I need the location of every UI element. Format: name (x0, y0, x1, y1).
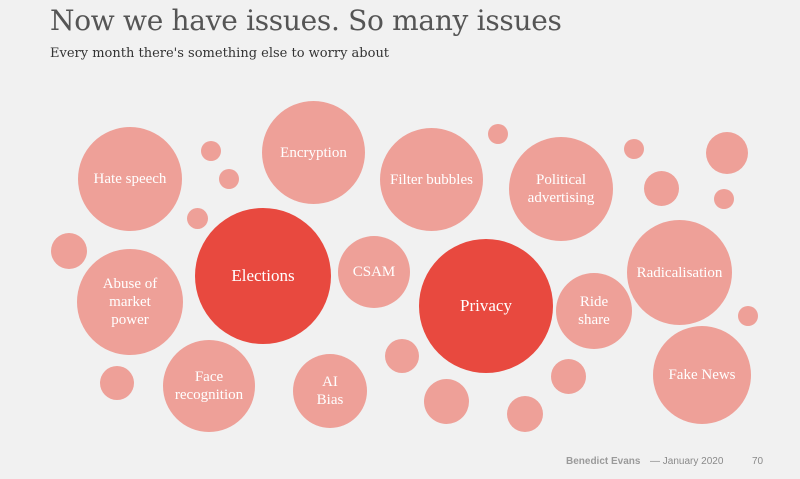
small-bubble (385, 339, 419, 373)
small-bubble (488, 124, 508, 144)
bubble-radicalisation: Radicalisation (627, 220, 732, 325)
bubble-label: Filter bubbles (390, 171, 473, 188)
bubble-label: Fake News (668, 367, 736, 383)
small-bubble (51, 233, 87, 269)
bubble-label: Hate speech (93, 171, 167, 187)
bubble-label: Abuse of market power (102, 276, 158, 328)
page-subtitle: Every month there's something else to wo… (50, 46, 390, 61)
small-bubble (100, 366, 134, 400)
small-bubble (424, 379, 469, 424)
small-bubble (624, 139, 644, 159)
small-bubble (706, 132, 748, 174)
bubble-ai-bias: AI Bias (293, 354, 367, 428)
footer-date: — January 2020 (650, 456, 724, 467)
bubble-encryption: Encryption (262, 101, 365, 204)
bubble-label: Political advertising (527, 172, 595, 206)
bubble-csam: CSAM (338, 236, 410, 308)
bubble-label: Radicalisation (636, 264, 723, 281)
bubble-ride-share: Ride share (556, 273, 632, 349)
page-title: Now we have issues. So many issues (50, 4, 562, 37)
small-bubble (187, 208, 208, 229)
bubble-filter-bubbles: Filter bubbles (380, 128, 483, 231)
small-bubble (201, 141, 221, 161)
small-bubble (714, 189, 734, 209)
bubble-label: CSAM (352, 264, 396, 280)
bubble-abuse-of-market-power: Abuse of market power (77, 249, 183, 355)
bubble-privacy: Privacy (419, 239, 553, 373)
bubble-face-recognition: Face recognition (163, 340, 255, 432)
bubble-hate-speech: Hate speech (78, 127, 182, 231)
bubble-label: Elections (231, 265, 295, 285)
small-bubble (551, 359, 586, 394)
bubble-label: Ride share (578, 294, 610, 328)
small-bubble (507, 396, 543, 432)
bubble-political-advertising: Political advertising (509, 137, 613, 241)
bubble-label: Face recognition (174, 369, 244, 403)
bubble-fake-news: Fake News (653, 326, 751, 424)
author-name: Benedict Evans (566, 456, 641, 467)
page-number: 70 (752, 456, 764, 467)
bubble-label: Privacy (460, 295, 512, 315)
bubble-label: AI Bias (316, 374, 344, 408)
small-bubble (738, 306, 758, 326)
bubble-elections: Elections (195, 208, 331, 344)
small-bubble (219, 169, 239, 189)
small-bubble (644, 171, 679, 206)
bubble-label: Encryption (280, 144, 347, 161)
footer-author: Benedict Evans (566, 456, 640, 467)
